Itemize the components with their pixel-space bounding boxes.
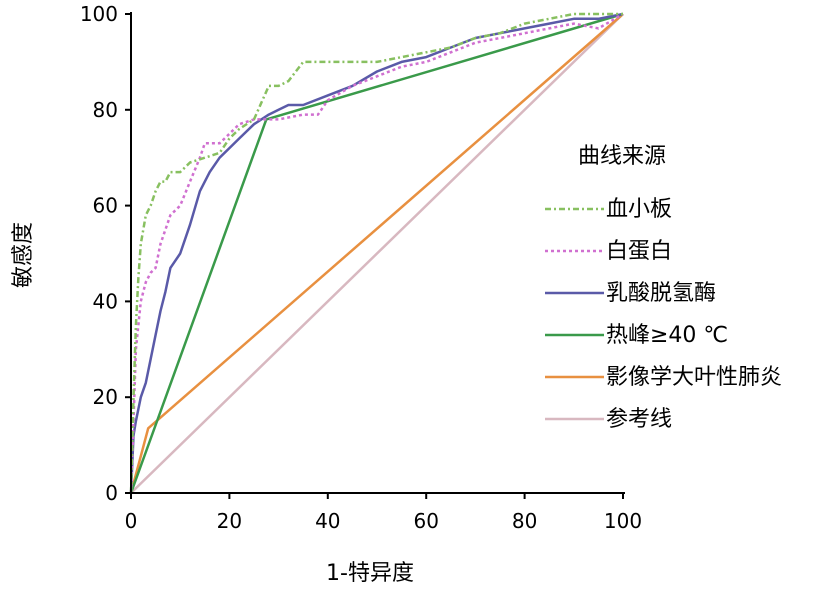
series-line-4 xyxy=(129,13,624,494)
y-tick-label: 0 xyxy=(105,481,118,505)
y-tick-label: 40 xyxy=(93,289,118,313)
y-tick-label: 80 xyxy=(93,98,118,122)
x-axis-title: 1-特异度 xyxy=(326,561,414,586)
series-layer xyxy=(129,12,624,494)
x-tick-label: 100 xyxy=(604,509,642,533)
y-tick-label: 20 xyxy=(93,385,118,409)
series-line-2 xyxy=(129,12,624,494)
y-axis-title: 敏感度 xyxy=(11,222,36,288)
legend-label-4: 影像学大叶性肺炎 xyxy=(606,365,782,390)
x-tick-label: 40 xyxy=(315,509,340,533)
legend-label-3: 热峰≥40 ℃ xyxy=(606,323,728,348)
legend-label-1: 白蛋白 xyxy=(606,239,672,264)
legend-label-5: 参考线 xyxy=(606,407,672,432)
x-tick-label: 80 xyxy=(512,509,537,533)
legend-label-2: 乳酸脱氢酶 xyxy=(606,281,716,306)
series-line-0 xyxy=(129,12,623,494)
legend-label-0: 血小板 xyxy=(606,197,672,222)
axes xyxy=(125,12,625,499)
y-tick-label: 60 xyxy=(93,194,118,218)
x-tick-label: 0 xyxy=(125,509,138,533)
x-tick-label: 60 xyxy=(413,509,438,533)
y-tick-label: 100 xyxy=(80,2,118,26)
tick-labels: 0 20 40 60 80 100 0 20 40 60 80 100 xyxy=(80,2,642,533)
legend-title: 曲线来源 xyxy=(578,144,666,169)
series-line-5 xyxy=(130,13,624,494)
x-tick-label: 20 xyxy=(217,509,242,533)
